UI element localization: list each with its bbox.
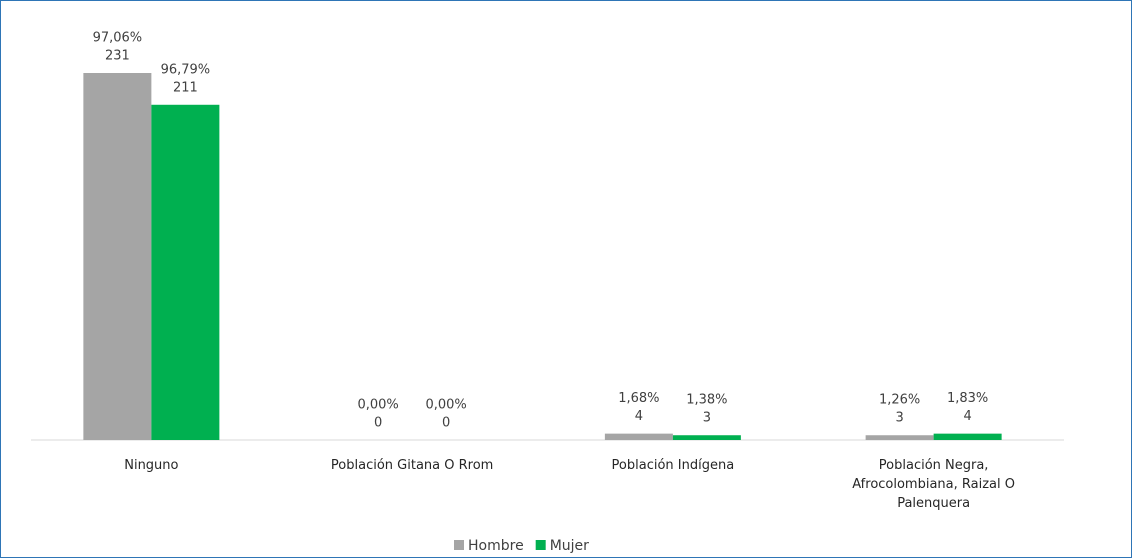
percent-label: 0,00% xyxy=(425,398,466,413)
legend-swatch xyxy=(454,540,464,550)
value-label: 4 xyxy=(635,409,643,424)
value-label: 0 xyxy=(374,416,382,431)
x-tick-label: Población Gitana O Rrom xyxy=(330,458,494,473)
percent-label: 0,00% xyxy=(357,398,398,413)
legend-swatch xyxy=(535,540,546,550)
legend-label: Mujer xyxy=(550,538,589,554)
x-tick-label: Población Indígena xyxy=(611,458,735,473)
percent-label: 1,83% xyxy=(947,391,988,406)
legend-label: Hombre xyxy=(468,538,524,554)
bar xyxy=(865,435,934,440)
bar xyxy=(604,433,673,440)
value-label: 4 xyxy=(963,409,971,424)
value-label: 3 xyxy=(703,411,711,426)
bar xyxy=(672,435,741,440)
bar xyxy=(151,104,220,440)
percent-label: 97,06% xyxy=(93,31,143,46)
percent-label: 1,38% xyxy=(686,393,727,408)
value-label: 211 xyxy=(173,80,198,95)
value-label: 231 xyxy=(105,49,130,64)
bar xyxy=(933,433,1002,440)
percent-label: 1,26% xyxy=(879,393,920,408)
value-label: 3 xyxy=(895,411,903,426)
percent-label: 96,79% xyxy=(161,62,211,77)
percent-label: 1,68% xyxy=(618,391,659,406)
x-tick-label: Ninguno xyxy=(124,458,179,473)
bar xyxy=(83,73,152,440)
value-label: 0 xyxy=(442,416,450,431)
x-tick-label: Población Negra, Afrocolombiana, Raizal … xyxy=(852,458,1015,511)
